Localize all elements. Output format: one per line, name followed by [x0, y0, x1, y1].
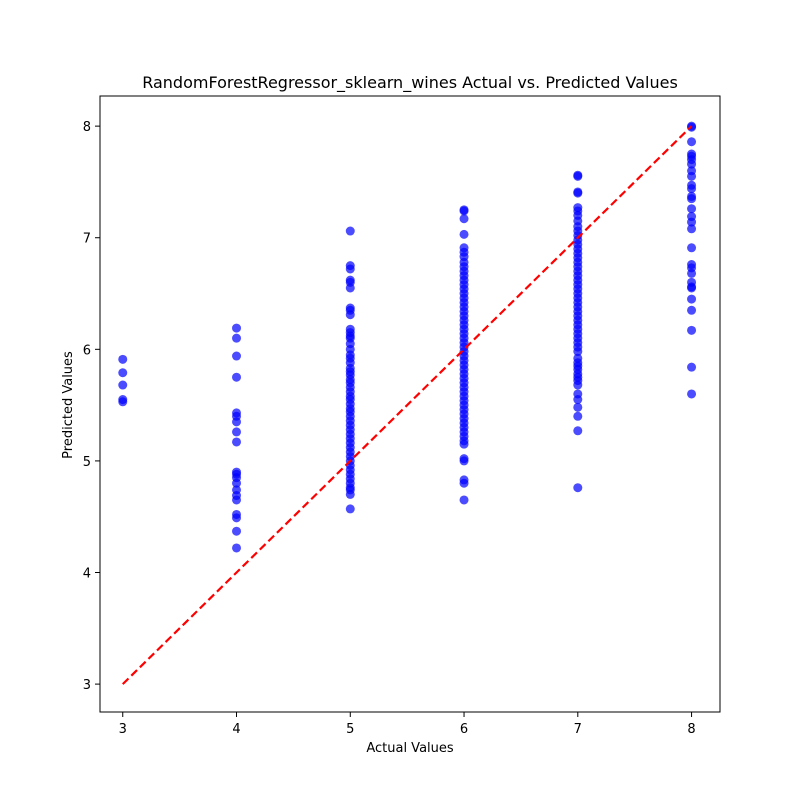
y-tick-label: 3 — [83, 678, 91, 693]
data-point — [687, 159, 697, 169]
x-tick-label: 6 — [460, 722, 468, 737]
data-point — [687, 283, 697, 293]
x-tick-label: 8 — [687, 722, 695, 737]
data-point — [232, 417, 242, 427]
chart-title: RandomForestRegressor_sklearn_wines Actu… — [142, 73, 678, 93]
data-point — [118, 380, 128, 390]
data-point — [232, 323, 242, 333]
data-point — [459, 439, 469, 449]
data-point — [118, 397, 128, 407]
x-tick-label: 3 — [119, 722, 127, 737]
data-point — [232, 526, 242, 536]
data-point — [687, 389, 697, 399]
data-point — [687, 294, 697, 304]
data-point — [687, 194, 697, 204]
x-tick-label: 7 — [574, 722, 582, 737]
y-axis-ticks: 3 4 5 6 7 8 — [83, 120, 100, 693]
data-point — [687, 325, 697, 335]
x-tick-label: 4 — [232, 722, 240, 737]
data-point — [232, 372, 242, 382]
data-point — [345, 489, 355, 499]
data-point — [573, 347, 583, 357]
data-points — [118, 121, 697, 553]
y-tick-label: 7 — [83, 232, 91, 247]
data-point — [573, 426, 583, 436]
x-axis-ticks: 3 4 5 6 7 8 — [119, 712, 696, 737]
data-point — [232, 333, 242, 343]
data-point — [687, 184, 697, 194]
data-point — [345, 264, 355, 274]
data-point — [459, 456, 469, 466]
data-point — [687, 362, 697, 372]
data-point — [687, 268, 697, 278]
data-point — [345, 504, 355, 514]
data-point — [232, 543, 242, 553]
data-point — [345, 310, 355, 320]
data-point — [573, 411, 583, 421]
x-axis-label: Actual Values — [366, 741, 454, 756]
data-point — [573, 395, 583, 405]
data-point — [232, 513, 242, 523]
data-point — [232, 478, 242, 488]
data-point — [232, 427, 242, 437]
data-point — [687, 224, 697, 234]
data-point — [459, 478, 469, 488]
data-point — [232, 351, 242, 361]
data-point — [232, 495, 242, 505]
data-point — [687, 204, 697, 214]
data-point — [459, 214, 469, 224]
data-point — [232, 437, 242, 447]
data-point — [118, 368, 128, 378]
data-point — [118, 354, 128, 364]
y-tick-label: 5 — [83, 455, 91, 470]
reference-line — [121, 125, 693, 685]
plot-frame — [99, 95, 721, 713]
y-tick-label: 4 — [83, 567, 91, 582]
data-point — [345, 283, 355, 293]
data-point — [459, 206, 469, 216]
data-point — [573, 188, 583, 198]
data-point — [459, 495, 469, 505]
y-tick-label: 6 — [83, 343, 91, 358]
data-point — [573, 380, 583, 390]
data-point — [687, 171, 697, 181]
data-point — [687, 217, 697, 227]
data-point — [459, 229, 469, 239]
y-tick-label: 8 — [83, 120, 91, 135]
data-point — [687, 137, 697, 147]
data-point — [573, 402, 583, 412]
data-point — [687, 305, 697, 315]
data-point — [687, 243, 697, 253]
data-point — [573, 171, 583, 181]
x-tick-label: 5 — [346, 722, 354, 737]
data-point — [345, 226, 355, 236]
y-axis-label: Predicted Values — [61, 351, 76, 459]
data-point — [573, 483, 583, 493]
